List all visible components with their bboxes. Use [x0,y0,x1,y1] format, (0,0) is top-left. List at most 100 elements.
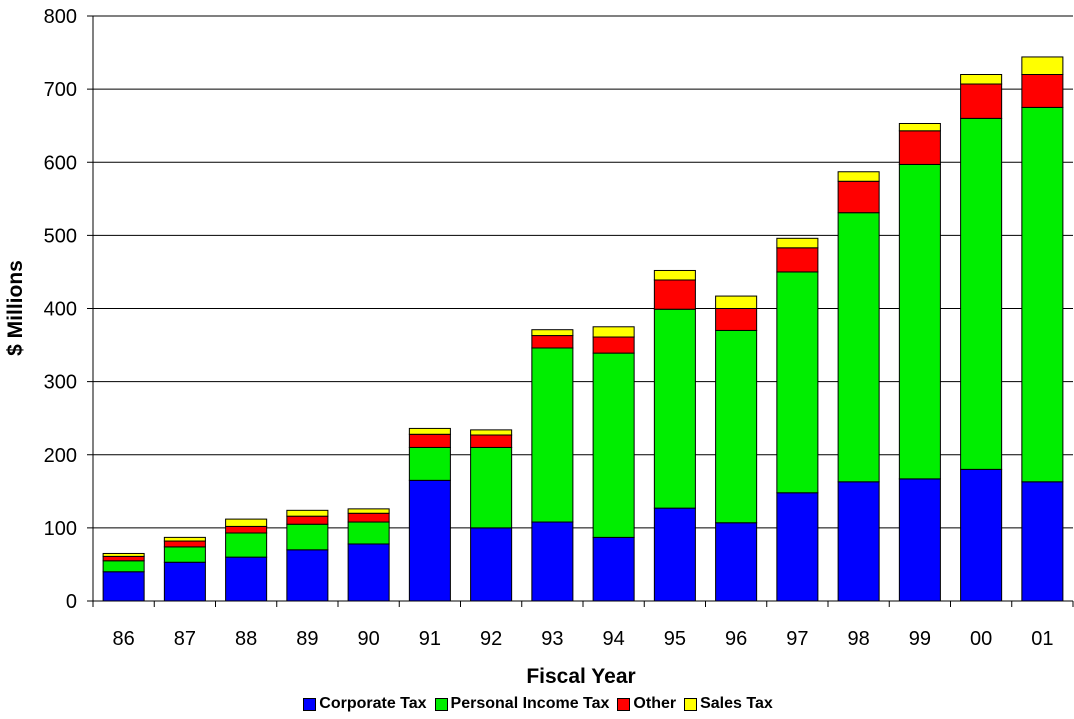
bar-segment [592,352,635,538]
x-tick-label: 98 [848,628,870,650]
x-tick-label: 94 [603,628,625,650]
bar-segment [225,518,268,527]
bar-segment [163,546,206,563]
bar-segment [347,543,390,602]
legend-swatch [684,697,698,711]
bar-segment [163,536,206,542]
bar-segment [286,523,329,551]
legend: Corporate Tax Personal Income Tax Other Sal… [0,693,1074,715]
bar-segment [408,446,451,481]
bar-segment [531,521,574,602]
bar-segment [776,271,819,494]
y-tick-label: 800 [44,6,77,28]
x-tick-label: 87 [174,628,196,650]
bar-segment [531,347,574,523]
legend-item: Other [617,695,676,713]
x-tick-label: 00 [970,628,992,650]
bar-segment [776,247,819,273]
x-tick-label: 99 [909,628,931,650]
x-tick-label: 95 [664,628,686,650]
legend-swatch [434,697,448,711]
bar-segment [715,522,758,602]
bar-segment [776,237,819,249]
y-tick-label: 100 [44,518,77,540]
bar-segment [592,536,635,602]
bar-segment [653,269,696,281]
bar-segment [960,74,1003,85]
bar-segment [102,571,145,602]
bar-segment [286,509,329,517]
bar-segment [653,279,696,310]
bar-segment [470,527,513,602]
bar-segment [163,561,206,602]
y-tick-label: 0 [66,591,77,613]
bar-segment [470,429,513,436]
bar-segment [960,83,1003,119]
legend-swatch [617,697,631,711]
bar-segment [163,540,206,548]
bars [102,56,1064,602]
bar-segment [653,507,696,602]
legend-item: Personal Income Tax [434,695,610,713]
bar-segment [653,308,696,509]
x-tick-label: 96 [725,628,747,650]
bar-segment [1021,481,1064,602]
x-tick-label: 89 [296,628,318,650]
bar-segment [837,171,880,182]
y-tick-label: 300 [44,372,77,394]
legend-swatch [303,697,317,711]
x-tick-label: 01 [1031,628,1053,650]
bar-segment [470,446,513,529]
bar-segment [470,434,513,448]
bar-segment [715,329,758,524]
bar-segment [1021,56,1064,75]
bar-segment [531,335,574,349]
bar-segment [225,525,268,534]
y-tick-label: 700 [44,79,77,101]
bar-segment [960,117,1003,470]
bar-segment [898,478,941,602]
bar-segment [837,180,880,214]
bar-segment [347,521,390,545]
axes [87,15,1074,607]
bar-segment [837,481,880,602]
y-tick-label: 500 [44,225,77,247]
bar-segment [776,492,819,602]
bar-segment [225,556,268,602]
y-axis-title: $ Millions [4,260,27,356]
bar-segment [408,427,451,435]
bar-segment [347,512,390,523]
y-tick-label: 400 [44,299,77,321]
gridlines [93,15,1073,529]
legend-label: Corporate Tax [319,695,427,712]
x-tick-label: 90 [358,628,380,650]
legend-label: Sales Tax [700,695,773,712]
x-tick-label: 86 [113,628,135,650]
y-tick-label: 600 [44,152,77,174]
bar-segment [898,163,941,480]
bar-segment [898,122,941,132]
bar-segment [715,295,758,310]
x-tick-label: 88 [235,628,257,650]
x-axis-title: Fiscal Year [526,665,635,688]
legend-item: Corporate Tax [303,695,427,713]
bar-segment [408,433,451,448]
bar-segment [592,326,635,338]
bar-segment [531,329,574,337]
legend-label: Personal Income Tax [450,695,610,712]
bar-segment [102,560,145,573]
bar-segment [286,515,329,525]
y-tick-label: 200 [44,445,77,467]
bar-segment [347,508,390,514]
x-tick-label: 93 [541,628,563,650]
bar-segment [286,549,329,602]
bar-segment [960,468,1003,602]
bar-segment [408,479,451,602]
legend-item: Sales Tax [684,695,773,713]
bar-segment [592,336,635,354]
bar-segment [102,555,145,562]
bar-segment [898,130,941,165]
bar-segment [837,212,880,483]
legend-label: Other [633,695,677,712]
